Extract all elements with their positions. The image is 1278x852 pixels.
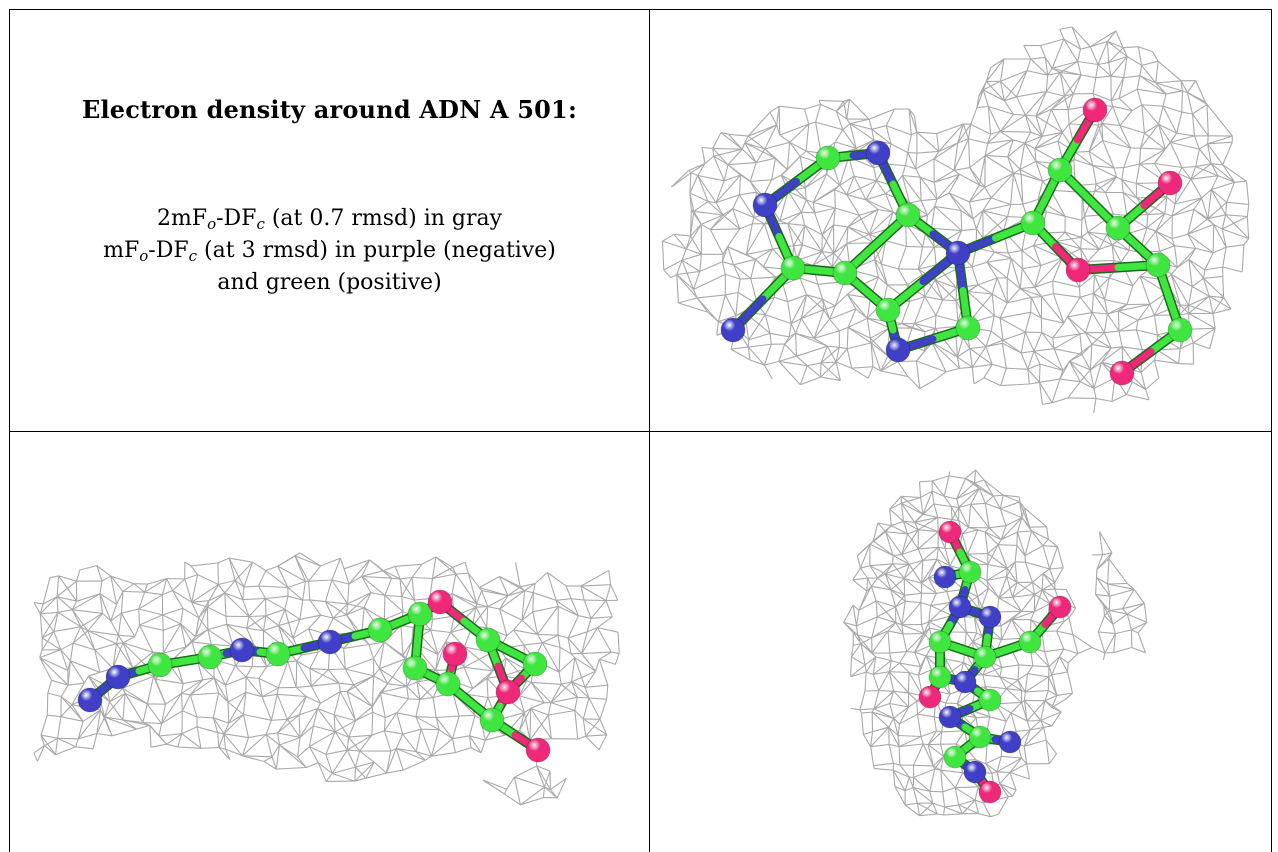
carbon-atom xyxy=(367,617,393,643)
carbon-atom xyxy=(1167,317,1193,343)
ligand-model-side xyxy=(77,589,551,763)
caption-title: Electron density around ADN A 501: xyxy=(81,95,578,124)
carbon-atom xyxy=(147,652,173,678)
nitrogen-atom xyxy=(948,595,972,619)
carbon-atom xyxy=(973,645,997,669)
nitrogen-atom xyxy=(953,670,977,694)
carbon-atom xyxy=(197,644,223,670)
ligand-model-top xyxy=(720,97,1193,386)
nitrogen-atom xyxy=(963,760,987,784)
carbon-atom xyxy=(1105,215,1131,241)
carbon-atom xyxy=(780,255,806,281)
carbon-atom xyxy=(815,145,841,171)
caption-line-2mfo: 2mFo-DFc (at 0.7 rmsd) in gray xyxy=(156,206,503,233)
carbon-atom xyxy=(1020,210,1046,236)
carbon-atom xyxy=(522,651,548,677)
nitrogen-atom xyxy=(933,565,957,589)
carbon-atom xyxy=(875,297,901,323)
oxygen-atom xyxy=(938,520,962,544)
oxygen-atom xyxy=(918,685,942,709)
carbon-atom xyxy=(978,688,1002,712)
nitrogen-atom xyxy=(978,605,1002,629)
oxygen-atom xyxy=(442,641,468,667)
figure-table xyxy=(9,9,1272,852)
nitrogen-atom xyxy=(317,629,343,655)
oxygen-atom xyxy=(1065,257,1091,283)
carbon-atom xyxy=(1047,157,1073,183)
nitrogen-atom xyxy=(945,240,971,266)
carbon-atom xyxy=(895,202,921,228)
nitrogen-atom xyxy=(105,664,131,690)
carbon-atom xyxy=(402,655,428,681)
density-mesh-gray xyxy=(661,26,1250,413)
oxygen-atom xyxy=(427,589,453,615)
ligand-model-end xyxy=(918,520,1072,804)
caption-cell: Electron density around ADN A 501: 2mFo-… xyxy=(10,10,649,431)
oxygen-atom xyxy=(1082,97,1108,123)
carbon-atom xyxy=(968,725,992,749)
oxygen-atom xyxy=(1157,170,1183,196)
oxygen-atom xyxy=(525,737,551,763)
carbon-atom xyxy=(1145,252,1171,278)
carbon-atom xyxy=(475,627,501,653)
carbon-atom xyxy=(435,671,461,697)
oxygen-atom xyxy=(495,679,521,705)
carbon-atom xyxy=(928,630,952,654)
density-view-end xyxy=(650,432,1271,852)
nitrogen-atom xyxy=(752,192,778,218)
oxygen-atom xyxy=(978,780,1002,804)
nitrogen-atom xyxy=(938,705,962,729)
density-view-end-svg xyxy=(843,469,1148,818)
oxygen-atom xyxy=(1109,360,1135,386)
oxygen-atom xyxy=(1048,595,1072,619)
density-view-side-svg xyxy=(33,552,620,806)
caption-line-green: and green (positive) xyxy=(217,270,442,295)
caption-line-mfo: mFo-DFc (at 3 rmsd) in purple (negative) xyxy=(103,238,556,265)
carbon-atom xyxy=(407,601,433,627)
carbon-atom xyxy=(928,665,952,689)
density-view-top-svg xyxy=(661,26,1250,413)
carbon-atom xyxy=(943,745,967,769)
nitrogen-atom xyxy=(720,317,746,343)
density-mesh-gray xyxy=(843,469,1148,818)
carbon-atom xyxy=(265,641,291,667)
column-divider xyxy=(649,9,650,852)
nitrogen-atom xyxy=(885,337,911,363)
density-view-side xyxy=(10,432,649,852)
carbon-atom xyxy=(832,260,858,286)
row-divider xyxy=(9,431,1272,432)
caption-description: 2mFo-DFc (at 0.7 rmsd) in gray mFo-DFc (… xyxy=(10,203,649,299)
carbon-atom xyxy=(479,707,505,733)
nitrogen-atom xyxy=(865,140,891,166)
density-view-top xyxy=(650,10,1271,431)
nitrogen-atom xyxy=(229,637,255,663)
carbon-atom xyxy=(958,560,982,584)
nitrogen-atom xyxy=(77,687,103,713)
carbon-atom xyxy=(955,315,981,341)
nitrogen-atom xyxy=(998,730,1022,754)
carbon-atom xyxy=(1018,630,1042,654)
